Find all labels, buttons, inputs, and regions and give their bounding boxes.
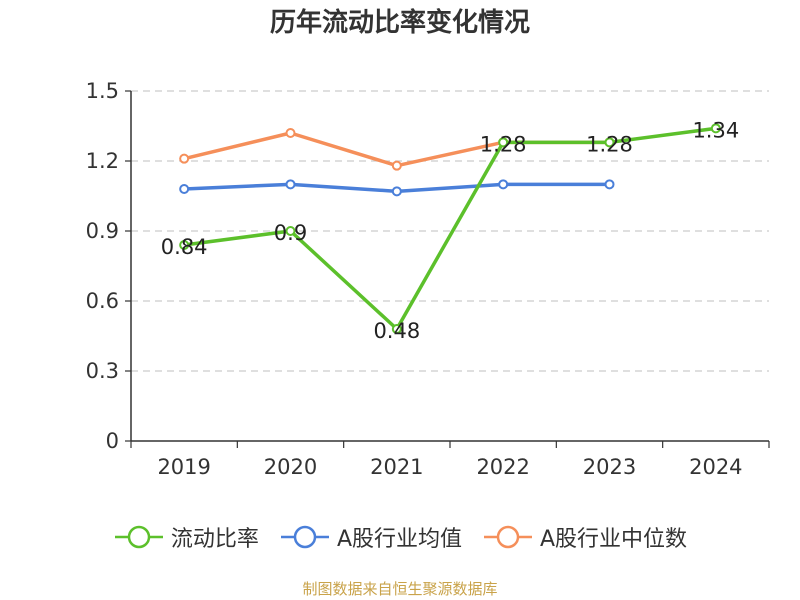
data-point	[285, 179, 296, 190]
y-tick-label: 0	[106, 429, 119, 453]
legend-marker-icon	[280, 525, 329, 549]
series-line-0	[183, 126, 717, 331]
data-point	[604, 179, 615, 190]
data-point	[179, 240, 190, 250]
data-point	[179, 153, 190, 164]
chart-title: 历年流动比率变化情况	[269, 8, 530, 38]
x-tick-label: 2024	[689, 455, 742, 479]
x-tick-label: 2023	[583, 455, 636, 479]
series-lines	[179, 123, 721, 334]
x-tick-label: 2022	[476, 455, 529, 479]
source-note: 制图数据来自恒生聚源数据库	[302, 580, 498, 598]
data-point	[285, 128, 296, 138]
y-tick-label: 0.6	[86, 289, 119, 313]
legend-label: A股行业均值	[336, 527, 462, 552]
legend-marker-icon	[484, 525, 532, 549]
legend-item-2: A股行业中位数	[482, 521, 687, 553]
data-label: 0.84	[161, 235, 208, 259]
y-tick-label: 1.2	[86, 149, 119, 173]
data-label: 0.9	[274, 221, 307, 245]
data-point	[710, 123, 721, 134]
data-point	[285, 226, 296, 236]
data-point	[498, 137, 509, 148]
legend-item-1: A股行业均值	[279, 521, 462, 553]
data-label: 0.48	[373, 319, 420, 343]
y-tick-label: 1.5	[86, 79, 119, 103]
data-point	[391, 160, 402, 171]
data-point	[179, 184, 190, 194]
data-label: 1.28	[586, 132, 633, 156]
data-point	[391, 186, 402, 197]
x-tick-label: 2021	[370, 455, 423, 479]
x-tick-label: 2019	[157, 455, 210, 479]
legend-label: A股行业中位数	[540, 527, 688, 552]
y-tick-label: 0.9	[86, 219, 119, 243]
data-point	[391, 324, 402, 334]
legend-item-0: 流动比率	[113, 521, 259, 553]
axes: 0 0.3 0.6 0.9 1.2 1.5 2019 2020 2021 2022 2023 2024	[86, 79, 770, 479]
data-label: 1.34	[692, 118, 739, 142]
legend-marker-icon	[114, 525, 163, 549]
x-tick-label: 2020	[264, 455, 317, 479]
y-tick-label: 0.3	[86, 359, 119, 383]
data-label: 1.28	[480, 132, 527, 156]
data-point	[604, 137, 615, 148]
data-point	[498, 179, 509, 190]
data-labels: 0.84 0.9 0.48 1.28 1.28 1.34	[161, 118, 739, 343]
legend-label: 流动比率	[170, 527, 259, 552]
grid-lines	[131, 90, 769, 372]
legend: 流动比率 A股行业均值 A股行业中位数	[0, 520, 800, 554]
